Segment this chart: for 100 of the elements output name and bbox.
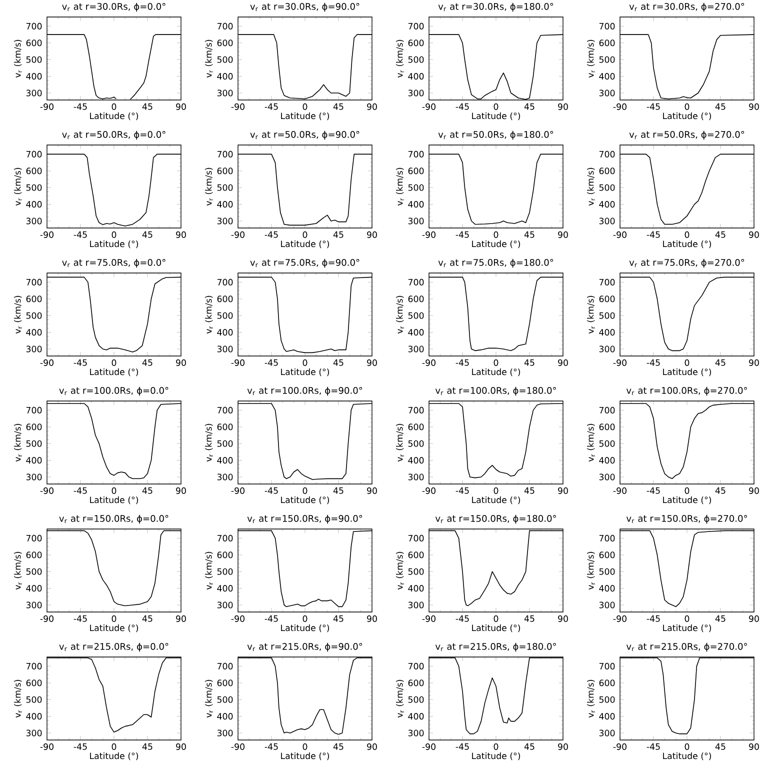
y-tick-label: 600 [408,424,424,430]
x-tick-label: -90 [613,103,627,110]
x-axis-title: Latitude (°) [472,496,520,504]
y-tick-label: 600 [408,552,424,558]
y-tick-label: 400 [217,713,233,720]
y-tick-label: 300 [217,218,233,224]
chart-title: v$_{r}$ at r=150.0Rs, ϕ=90.0° [247,514,362,524]
x-tick-label: 45 [333,743,344,750]
x-axis-title: Latitude (°) [663,112,712,120]
x-tick-label: -90 [422,743,436,750]
x-tick-label: 45 [524,359,534,366]
y-tick-label: 600 [217,296,233,302]
y-tick-label: 500 [599,312,615,319]
x-tick-label: 45 [715,103,726,110]
y-tick-label: 600 [599,40,615,46]
y-axis-title: v$_{r}$ (km/s) [205,680,213,718]
x-tick-label: 45 [142,103,152,110]
y-tick-label: 500 [26,568,42,575]
y-tick-label: 600 [599,680,615,686]
y-tick-label: 400 [599,713,615,720]
x-axis-title: Latitude (°) [90,624,138,632]
y-tick-label: 500 [408,312,424,319]
x-tick-label: 0 [684,359,690,366]
x-tick-label: 0 [302,743,308,750]
x-tick-label: -90 [422,103,436,110]
x-axis-title: Latitude (°) [472,112,520,120]
chart-title: v$_{r}$ at r=30.0Rs, ϕ=0.0° [62,2,166,12]
chart-title: v$_{r}$ at r=75.0Rs, ϕ=90.0° [250,258,360,268]
y-tick-label: 500 [408,56,424,63]
x-tick-label: 0 [684,743,690,750]
x-axis-title: Latitude (°) [472,240,520,248]
chart-title: v$_{r}$ at r=75.0Rs, ϕ=0.0° [62,258,166,268]
y-tick-label: 500 [599,568,615,575]
y-tick-label: 500 [217,312,233,319]
x-tick-label: 45 [715,231,726,238]
y-tick-label: 600 [26,168,42,174]
x-tick-label: 0 [112,231,116,238]
x-tick-label: 0 [494,743,498,750]
y-tick-label: 600 [599,168,615,174]
y-tick-label: 300 [599,474,615,480]
y-tick-label: 300 [217,602,233,608]
x-tick-label: -45 [646,231,660,238]
y-axis-title: v$_{r}$ (km/s) [396,296,404,334]
y-tick-label: 400 [599,201,615,208]
x-tick-label: -90 [40,615,54,622]
x-tick-label: -90 [231,103,244,110]
y-axis-title: v$_{r}$ (km/s) [587,680,595,718]
y-tick-label: 700 [26,278,42,286]
y-tick-label: 500 [26,312,42,319]
x-tick-label: 90 [749,487,759,494]
x-tick-label: 0 [494,359,498,366]
y-tick-label: 500 [217,568,233,575]
y-tick-label: 500 [408,184,424,191]
y-axis-title: v$_{r}$ (km/s) [14,296,22,334]
x-tick-label: -45 [74,103,87,110]
x-tick-label: 0 [684,615,690,622]
y-tick-label: 300 [408,346,424,352]
x-tick-label: -45 [456,615,469,622]
chart-title: v$_{r}$ at r=100.0Rs, ϕ=0.0° [59,386,168,396]
y-axis-title: v$_{r}$ (km/s) [396,552,404,590]
x-tick-label: -90 [231,615,244,622]
y-tick-label: 300 [408,730,424,736]
chart-title: v$_{r}$ at r=215.0Rs, ϕ=0.0° [59,642,168,652]
y-tick-label: 300 [26,602,42,608]
x-tick-label: 45 [715,487,726,494]
x-tick-label: 90 [367,743,377,750]
y-tick-label: 500 [599,184,615,191]
x-tick-label: -45 [74,231,87,238]
y-tick-label: 300 [217,730,233,736]
y-tick-label: 500 [408,568,424,575]
y-axis-title: v$_{r}$ (km/s) [587,168,595,206]
y-tick-label: 400 [26,585,42,592]
y-tick-label: 300 [26,730,42,736]
x-axis-title: Latitude (°) [663,496,712,504]
x-tick-label: -45 [264,487,278,494]
x-tick-label: 45 [524,231,534,238]
chart-title: v$_{r}$ at r=50.0Rs, ϕ=270.0° [629,130,744,140]
y-tick-label: 400 [408,201,424,208]
y-axis-title: v$_{r}$ (km/s) [587,552,595,590]
y-tick-label: 300 [217,90,233,96]
chart-title: v$_{r}$ at r=215.0Rs, ϕ=270.0° [626,642,747,652]
y-tick-label: 400 [599,457,615,464]
y-axis-title: v$_{r}$ (km/s) [205,552,213,590]
y-tick-label: 700 [26,150,42,158]
x-tick-label: 45 [524,615,534,622]
x-tick-label: 0 [112,103,116,110]
y-tick-label: 500 [26,696,42,703]
y-axis-title: v$_{r}$ (km/s) [14,680,22,718]
y-tick-label: 500 [408,440,424,447]
y-axis-title: v$_{r}$ (km/s) [205,424,213,462]
x-tick-label: 90 [749,615,759,622]
y-axis-title: v$_{r}$ (km/s) [396,40,404,78]
y-tick-label: 700 [599,150,615,158]
y-tick-label: 500 [26,184,42,191]
y-tick-label: 500 [599,440,615,447]
x-tick-label: -45 [646,487,660,494]
y-tick-label: 600 [26,40,42,46]
y-tick-label: 300 [599,730,615,736]
x-tick-label: -90 [40,487,54,494]
y-tick-label: 700 [217,278,233,286]
